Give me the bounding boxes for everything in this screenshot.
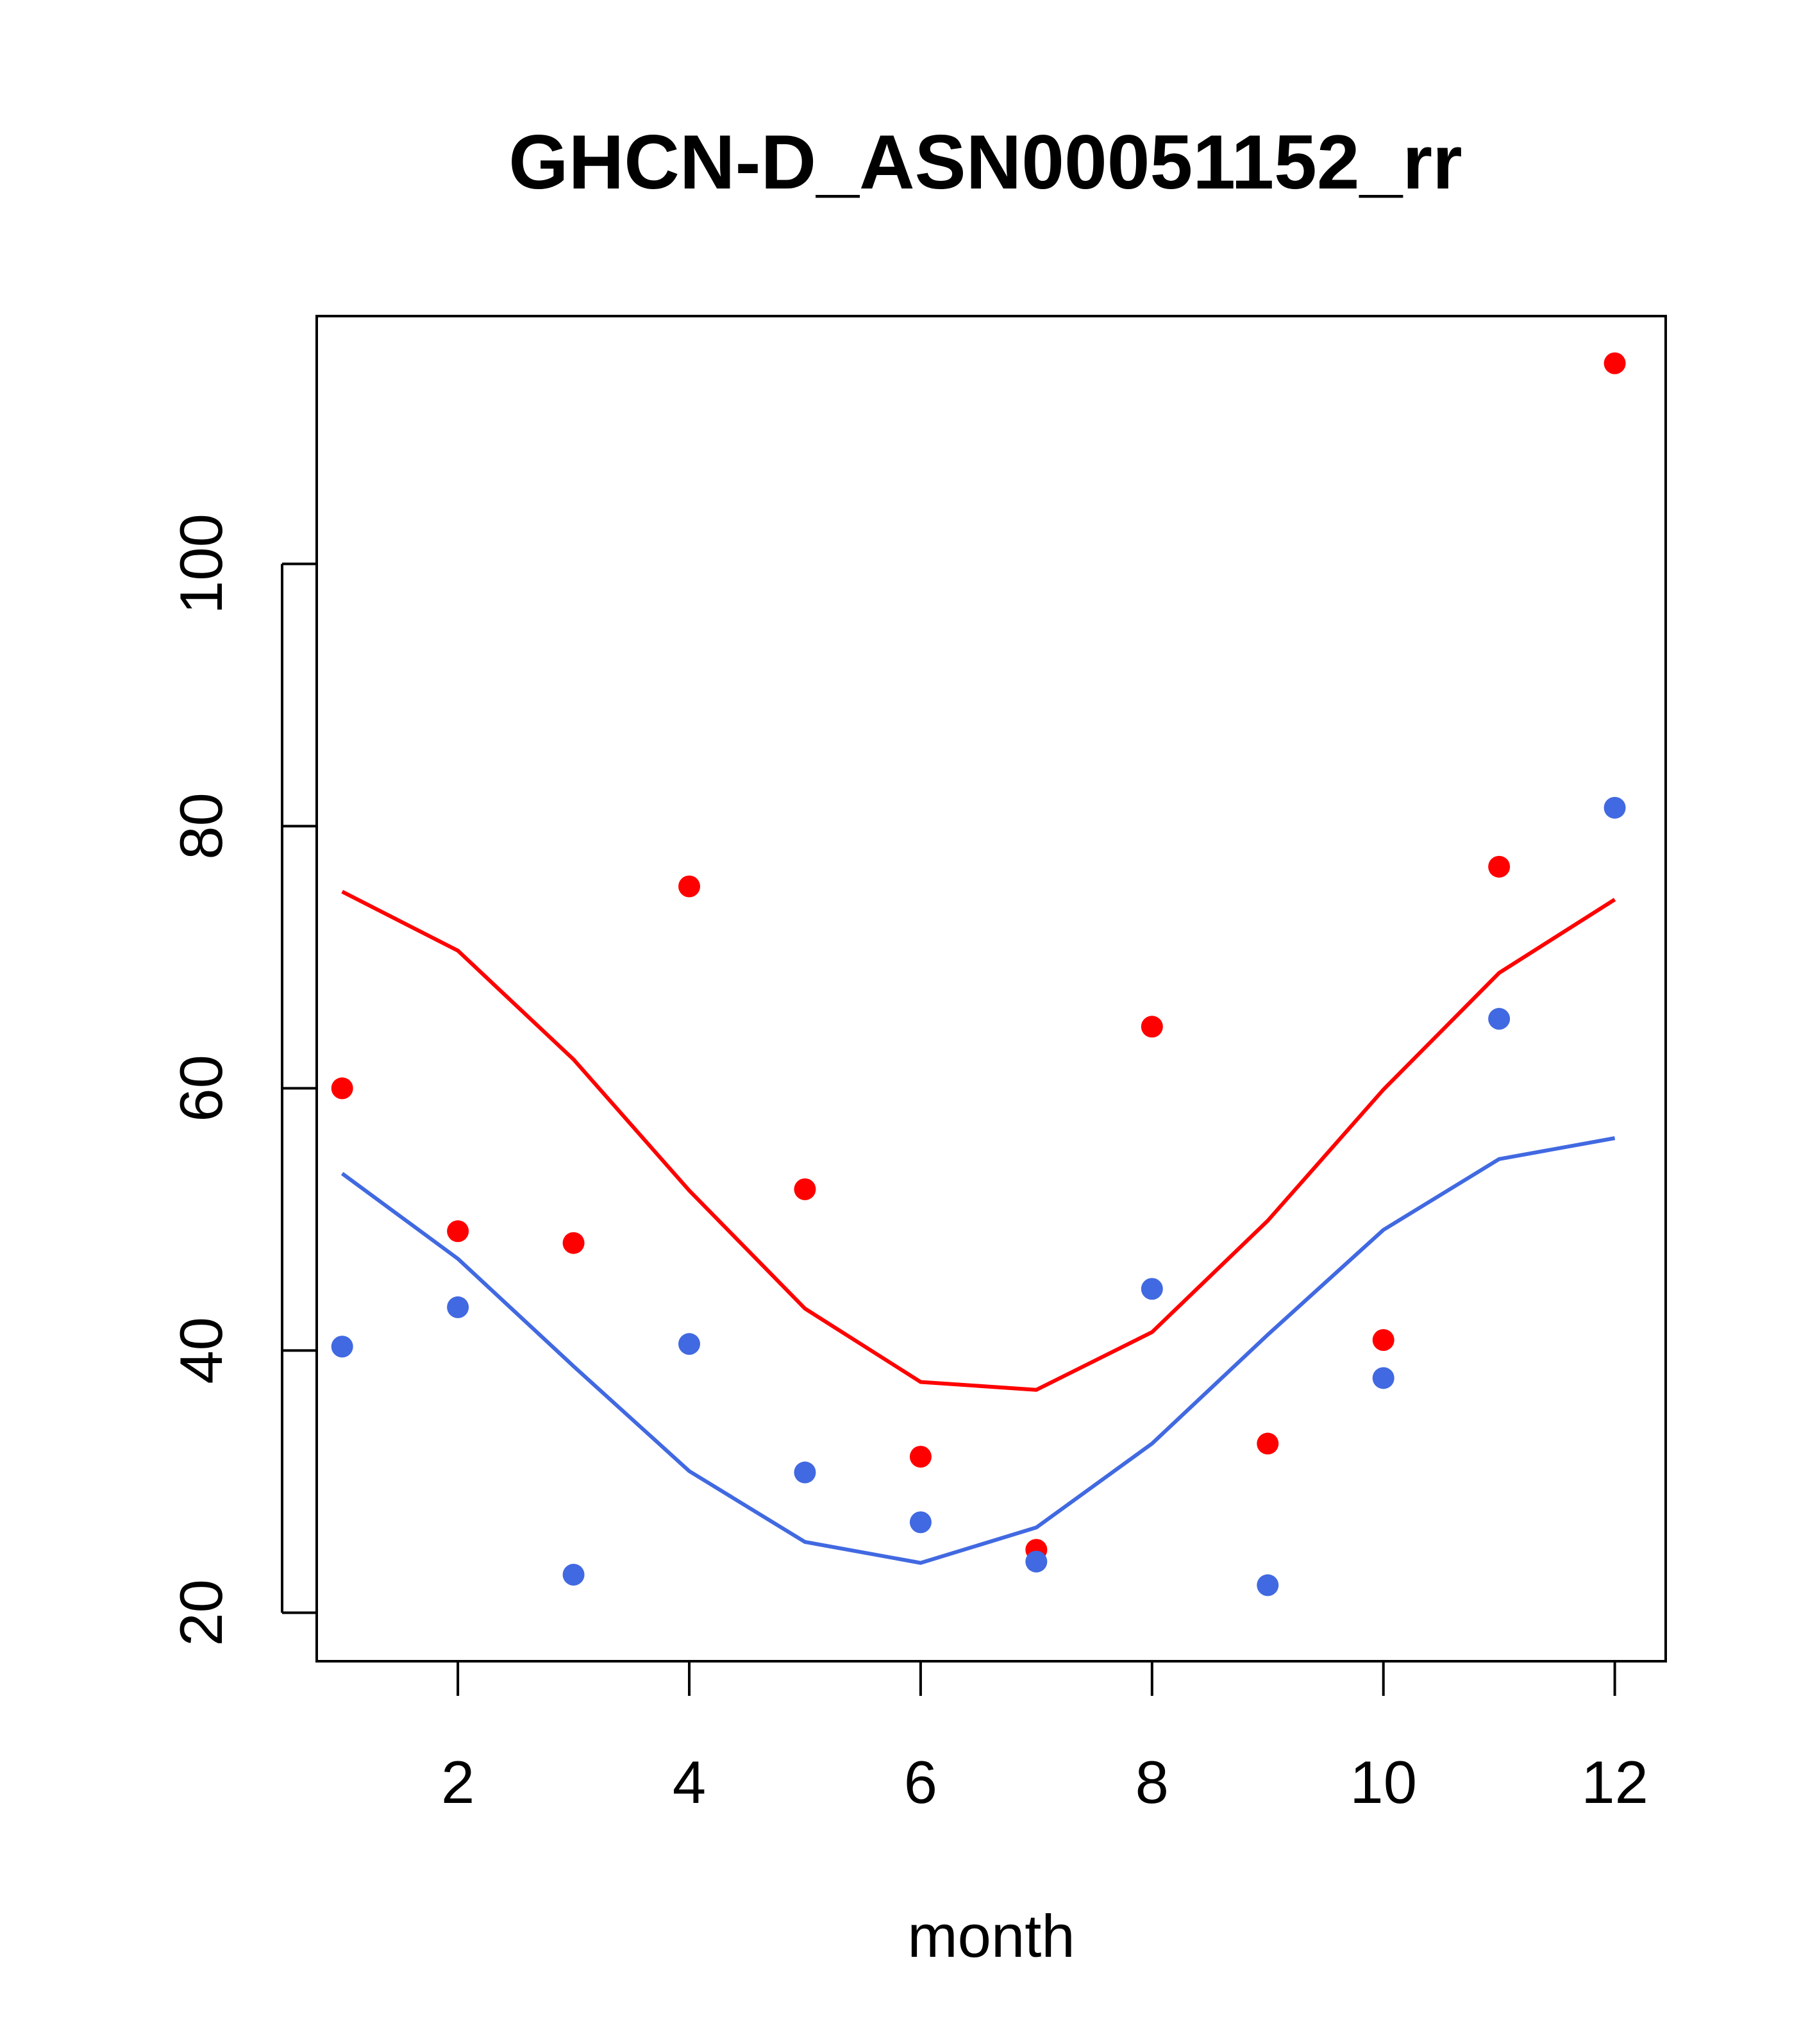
series-1-point bbox=[1372, 1367, 1394, 1389]
series-0-point bbox=[909, 1446, 932, 1468]
x-tick-label: 8 bbox=[1135, 1748, 1169, 1816]
x-tick-label: 2 bbox=[441, 1748, 474, 1816]
series-1-point bbox=[447, 1296, 469, 1318]
series-0-point bbox=[1257, 1432, 1279, 1455]
series-1-point bbox=[1257, 1574, 1279, 1596]
series-0-point bbox=[447, 1220, 469, 1243]
series-1-point bbox=[1603, 796, 1626, 819]
y-tick-label: 80 bbox=[167, 792, 235, 860]
y-tick-label: 60 bbox=[167, 1055, 235, 1122]
series-1-point bbox=[1488, 1008, 1511, 1030]
series-0-point bbox=[794, 1178, 816, 1200]
x-axis: 2 4 6 8 10 12 bbox=[441, 1660, 1648, 1816]
y-axis: 20 40 60 80 100 bbox=[167, 514, 317, 1646]
y-tick-label: 40 bbox=[167, 1317, 235, 1384]
series-1-point bbox=[1025, 1550, 1048, 1573]
x-axis-label: month bbox=[907, 1902, 1075, 1970]
series-1-point bbox=[678, 1333, 701, 1355]
series-0-point bbox=[678, 875, 701, 898]
x-tick-label: 4 bbox=[673, 1748, 706, 1816]
chart-title: GHCN-D_ASN00051152_rr bbox=[508, 119, 1462, 205]
series-0-point bbox=[331, 1077, 353, 1100]
series-0-point bbox=[1372, 1329, 1394, 1352]
y-tick-label: 100 bbox=[167, 514, 235, 614]
series-layer bbox=[331, 352, 1626, 1596]
series-1-point bbox=[1141, 1278, 1163, 1300]
series-1-point bbox=[562, 1564, 585, 1586]
x-tick-label: 6 bbox=[904, 1748, 937, 1816]
series-line-2 bbox=[341, 890, 1616, 1392]
series-line-3 bbox=[340, 1136, 1616, 1565]
x-tick-label: 12 bbox=[1581, 1748, 1648, 1816]
series-1-point bbox=[331, 1336, 353, 1358]
series-0-point bbox=[1141, 1016, 1163, 1038]
y-tick-label: 20 bbox=[167, 1579, 235, 1646]
series-0-point bbox=[1488, 855, 1511, 878]
series-1-point bbox=[909, 1511, 932, 1534]
series-0-point bbox=[1603, 352, 1626, 374]
series-1-point bbox=[794, 1461, 816, 1484]
x-tick-label: 10 bbox=[1350, 1748, 1417, 1816]
plot-frame bbox=[315, 315, 1667, 1663]
series-0-point bbox=[562, 1232, 585, 1254]
